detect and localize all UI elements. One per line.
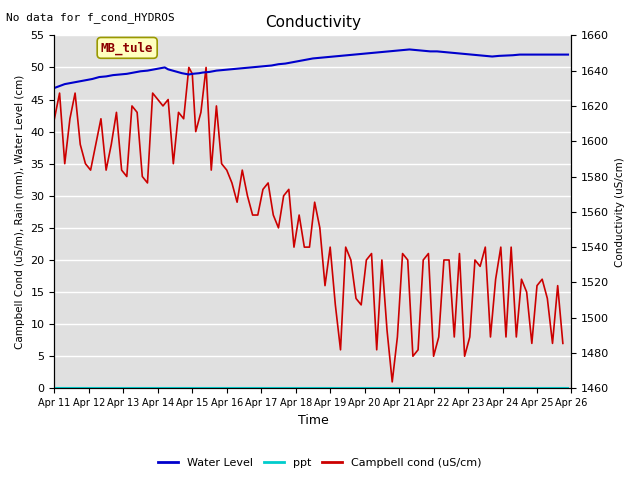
- Title: Conductivity: Conductivity: [265, 15, 361, 30]
- Text: MB_tule: MB_tule: [101, 41, 154, 55]
- Y-axis label: Conductivity (uS/cm): Conductivity (uS/cm): [615, 157, 625, 267]
- X-axis label: Time: Time: [298, 414, 328, 427]
- Text: No data for f_cond_HYDROS: No data for f_cond_HYDROS: [6, 12, 175, 23]
- Legend: Water Level, ppt, Campbell cond (uS/cm): Water Level, ppt, Campbell cond (uS/cm): [154, 453, 486, 472]
- Y-axis label: Campbell Cond (uS/m), Rain (mm), Water Level (cm): Campbell Cond (uS/m), Rain (mm), Water L…: [15, 75, 25, 349]
